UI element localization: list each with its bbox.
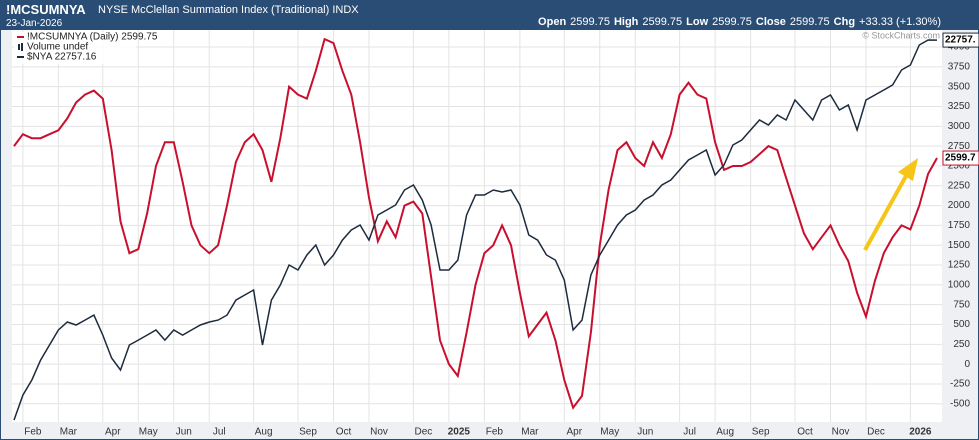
x-tick-label: Apr — [566, 427, 582, 438]
x-tick-label: Jul — [683, 427, 696, 438]
x-tick-label: Nov — [370, 427, 388, 438]
x-tick-label: Aug — [716, 427, 734, 438]
arrow — [863, 158, 918, 251]
quote-label: Open — [538, 16, 567, 28]
y-tick-label: 1750 — [948, 220, 971, 231]
x-tick-label: May — [600, 427, 619, 438]
y-tick-label: 2000 — [948, 200, 971, 211]
quote-label: Low — [686, 16, 709, 28]
y-tick-label: -500 — [950, 398, 970, 409]
y-tick-label: 3000 — [948, 121, 971, 132]
y-tick-label: 1250 — [948, 260, 971, 271]
x-tick-label: Sep — [299, 427, 317, 438]
x-tick-label: 2026 — [909, 427, 932, 438]
end-label-box — [942, 32, 979, 48]
quote: Open 2599.75 High 2599.75 Low 2599.75 Close 259… — [538, 16, 941, 28]
y-tick-label: -250 — [950, 379, 970, 390]
legend-swatch — [18, 44, 20, 50]
x-tick-label: Feb — [486, 427, 504, 438]
plot-area — [12, 30, 942, 422]
y-tick-label: 1500 — [948, 240, 971, 251]
change-value: +33.33 (+1.30%) — [859, 16, 941, 28]
arrow-head — [898, 158, 918, 181]
exchange: INDX — [332, 4, 359, 16]
symbol: !MCSUMNYA — [6, 2, 86, 17]
x-tick-label: Oct — [336, 427, 352, 438]
quote-value: 2599.75 — [570, 16, 610, 28]
x-tick-label: Aug — [255, 427, 273, 438]
quote-value: 2599.75 — [712, 16, 752, 28]
y-tick-label: 2500 — [948, 161, 971, 172]
date: 23-Jan-2026 — [6, 18, 63, 29]
y-tick-label: 0 — [964, 359, 970, 370]
y-tick-label: 750 — [953, 299, 970, 310]
x-tick-label: Apr — [105, 427, 121, 438]
legend-label: !MCSUMNYA (Daily) 2599.75 — [27, 32, 158, 43]
x-tick-label: Jul — [213, 427, 226, 438]
x-tick-label: May — [139, 427, 158, 438]
x-tick-label: Feb — [24, 427, 42, 438]
x-tick-label: Nov — [832, 427, 850, 438]
y-tick-label: 3750 — [948, 62, 971, 73]
x-tick-label: Dec — [867, 427, 885, 438]
quote-value: 2599.75 — [789, 16, 830, 28]
x-tick-label: Mar — [60, 427, 78, 438]
legend-label: Volume undef — [27, 42, 88, 53]
header: !MCSUMNYA NYSE McClellan Summation Index… — [0, 0, 979, 30]
watermark: © StockCharts.com — [862, 30, 940, 40]
quote-value: 2599.75 — [642, 16, 683, 28]
x-tick-label: Oct — [797, 427, 813, 438]
legend-label: $NYA 22757.16 — [27, 52, 97, 63]
end-label: 22757. — [945, 35, 976, 46]
x-tick-label: Mar — [521, 427, 539, 438]
y-tick-label: 3250 — [948, 101, 971, 112]
quote-label: Close — [755, 16, 786, 28]
y-tick-label: 2750 — [948, 141, 971, 152]
y-tick-label: 3500 — [948, 81, 971, 92]
end-label-box — [942, 150, 979, 166]
quote-label: High — [613, 16, 639, 28]
name: NYSE McClellan Summation Index (Traditio… — [98, 4, 330, 16]
legend-box — [14, 32, 136, 64]
end-label: 2599.7 — [945, 153, 976, 164]
x-tick-label: Jun — [637, 427, 653, 438]
legend-swatch — [21, 43, 23, 51]
change-label: Chg — [833, 16, 856, 28]
y-tick-label: 2250 — [948, 180, 971, 191]
series-line — [13, 37, 938, 410]
y-tick-label: 250 — [953, 339, 970, 350]
x-tick-label: Sep — [752, 427, 770, 438]
x-tick-label: 2025 — [448, 427, 471, 438]
series-line — [13, 39, 938, 421]
y-tick-label: 500 — [953, 319, 970, 330]
arrow-shaft — [863, 175, 908, 251]
y-tick-label: 1000 — [948, 280, 971, 291]
x-tick-label: Dec — [414, 427, 432, 438]
x-tick-label: Jun — [176, 427, 192, 438]
index-name: NYSE McClellan Summation Index (Traditio… — [98, 4, 359, 16]
